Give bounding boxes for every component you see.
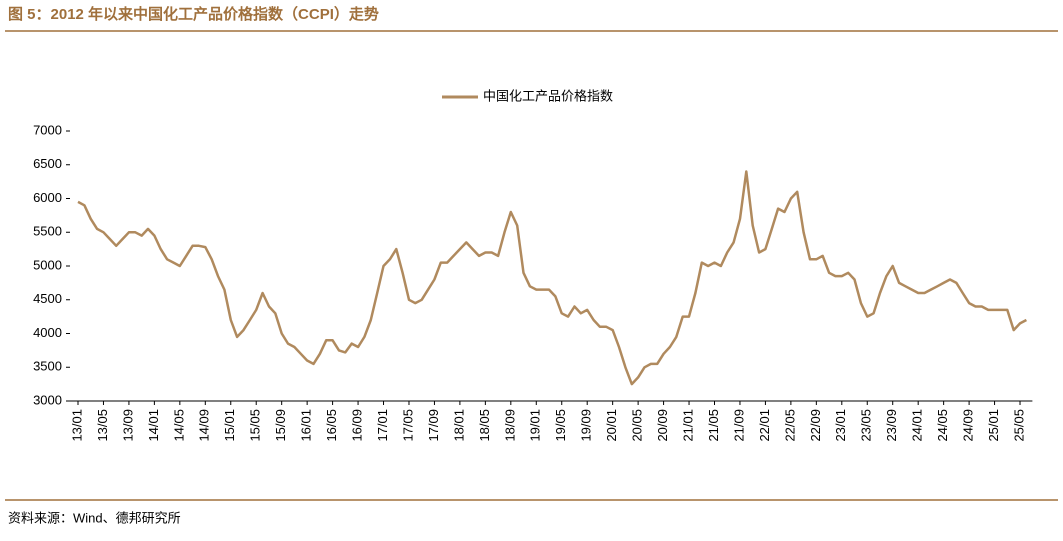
x-tick-label: 25/05 xyxy=(1011,409,1026,442)
x-tick-label: 20/09 xyxy=(655,409,670,442)
x-tick-label: 19/09 xyxy=(579,409,594,442)
x-tick-label: 15/09 xyxy=(273,409,288,442)
x-tick-label: 24/09 xyxy=(961,409,976,442)
y-tick-label: 3000 xyxy=(33,392,62,407)
x-tick-label: 19/05 xyxy=(553,409,568,442)
x-tick-label: 17/09 xyxy=(426,409,441,442)
y-tick-label: 7000 xyxy=(33,122,62,137)
series-line xyxy=(77,170,1027,386)
x-tick-label: 18/05 xyxy=(477,409,492,442)
y-tick-label: 3500 xyxy=(33,359,62,374)
x-tick-label: 17/05 xyxy=(400,409,415,442)
x-tick-label: 22/01 xyxy=(757,409,772,442)
x-tick-label: 16/05 xyxy=(324,409,339,442)
x-tick-label: 16/01 xyxy=(299,409,314,442)
x-tick-label: 14/01 xyxy=(146,409,161,442)
y-tick-label: 6000 xyxy=(33,190,62,205)
x-tick-label: 18/01 xyxy=(451,409,466,442)
y-tick-label: 4000 xyxy=(33,325,62,340)
x-tick-label: 13/01 xyxy=(69,409,84,442)
x-tick-label: 17/01 xyxy=(375,409,390,442)
x-tick-label: 19/01 xyxy=(528,409,543,442)
x-tick-label: 23/09 xyxy=(884,409,899,442)
x-tick-label: 21/05 xyxy=(706,409,721,442)
x-tick-label: 15/05 xyxy=(248,409,263,442)
x-tick-label: 14/05 xyxy=(171,409,186,442)
x-tick-label: 18/09 xyxy=(502,409,517,442)
x-tick-label: 22/05 xyxy=(782,409,797,442)
x-tick-label: 21/09 xyxy=(731,409,746,442)
x-tick-label: 25/01 xyxy=(986,409,1001,442)
x-tick-label: 15/01 xyxy=(222,409,237,442)
x-tick-label: 24/01 xyxy=(910,409,925,442)
x-tick-label: 24/05 xyxy=(935,409,950,442)
x-tick-label: 21/01 xyxy=(680,409,695,442)
y-tick-label: 5500 xyxy=(33,224,62,239)
y-tick-label: 6500 xyxy=(33,156,62,171)
x-tick-label: 23/01 xyxy=(833,409,848,442)
x-tick-label: 13/05 xyxy=(95,409,110,442)
y-tick-label: 5000 xyxy=(33,257,62,272)
x-tick-label: 13/09 xyxy=(120,409,135,442)
chart-title: 图 5：2012 年以来中国化工产品价格指数（CCPI）走势 xyxy=(8,5,379,23)
legend-label: 中国化工产品价格指数 xyxy=(483,88,613,103)
x-tick-label: 14/09 xyxy=(197,409,212,442)
x-tick-label: 20/05 xyxy=(630,409,645,442)
y-tick-label: 4500 xyxy=(33,291,62,306)
x-tick-label: 23/05 xyxy=(859,409,874,442)
x-tick-label: 16/09 xyxy=(349,409,364,442)
source-note: 资料来源：Wind、德邦研究所 xyxy=(8,510,181,525)
x-tick-label: 20/01 xyxy=(604,409,619,442)
x-tick-label: 22/09 xyxy=(808,409,823,442)
